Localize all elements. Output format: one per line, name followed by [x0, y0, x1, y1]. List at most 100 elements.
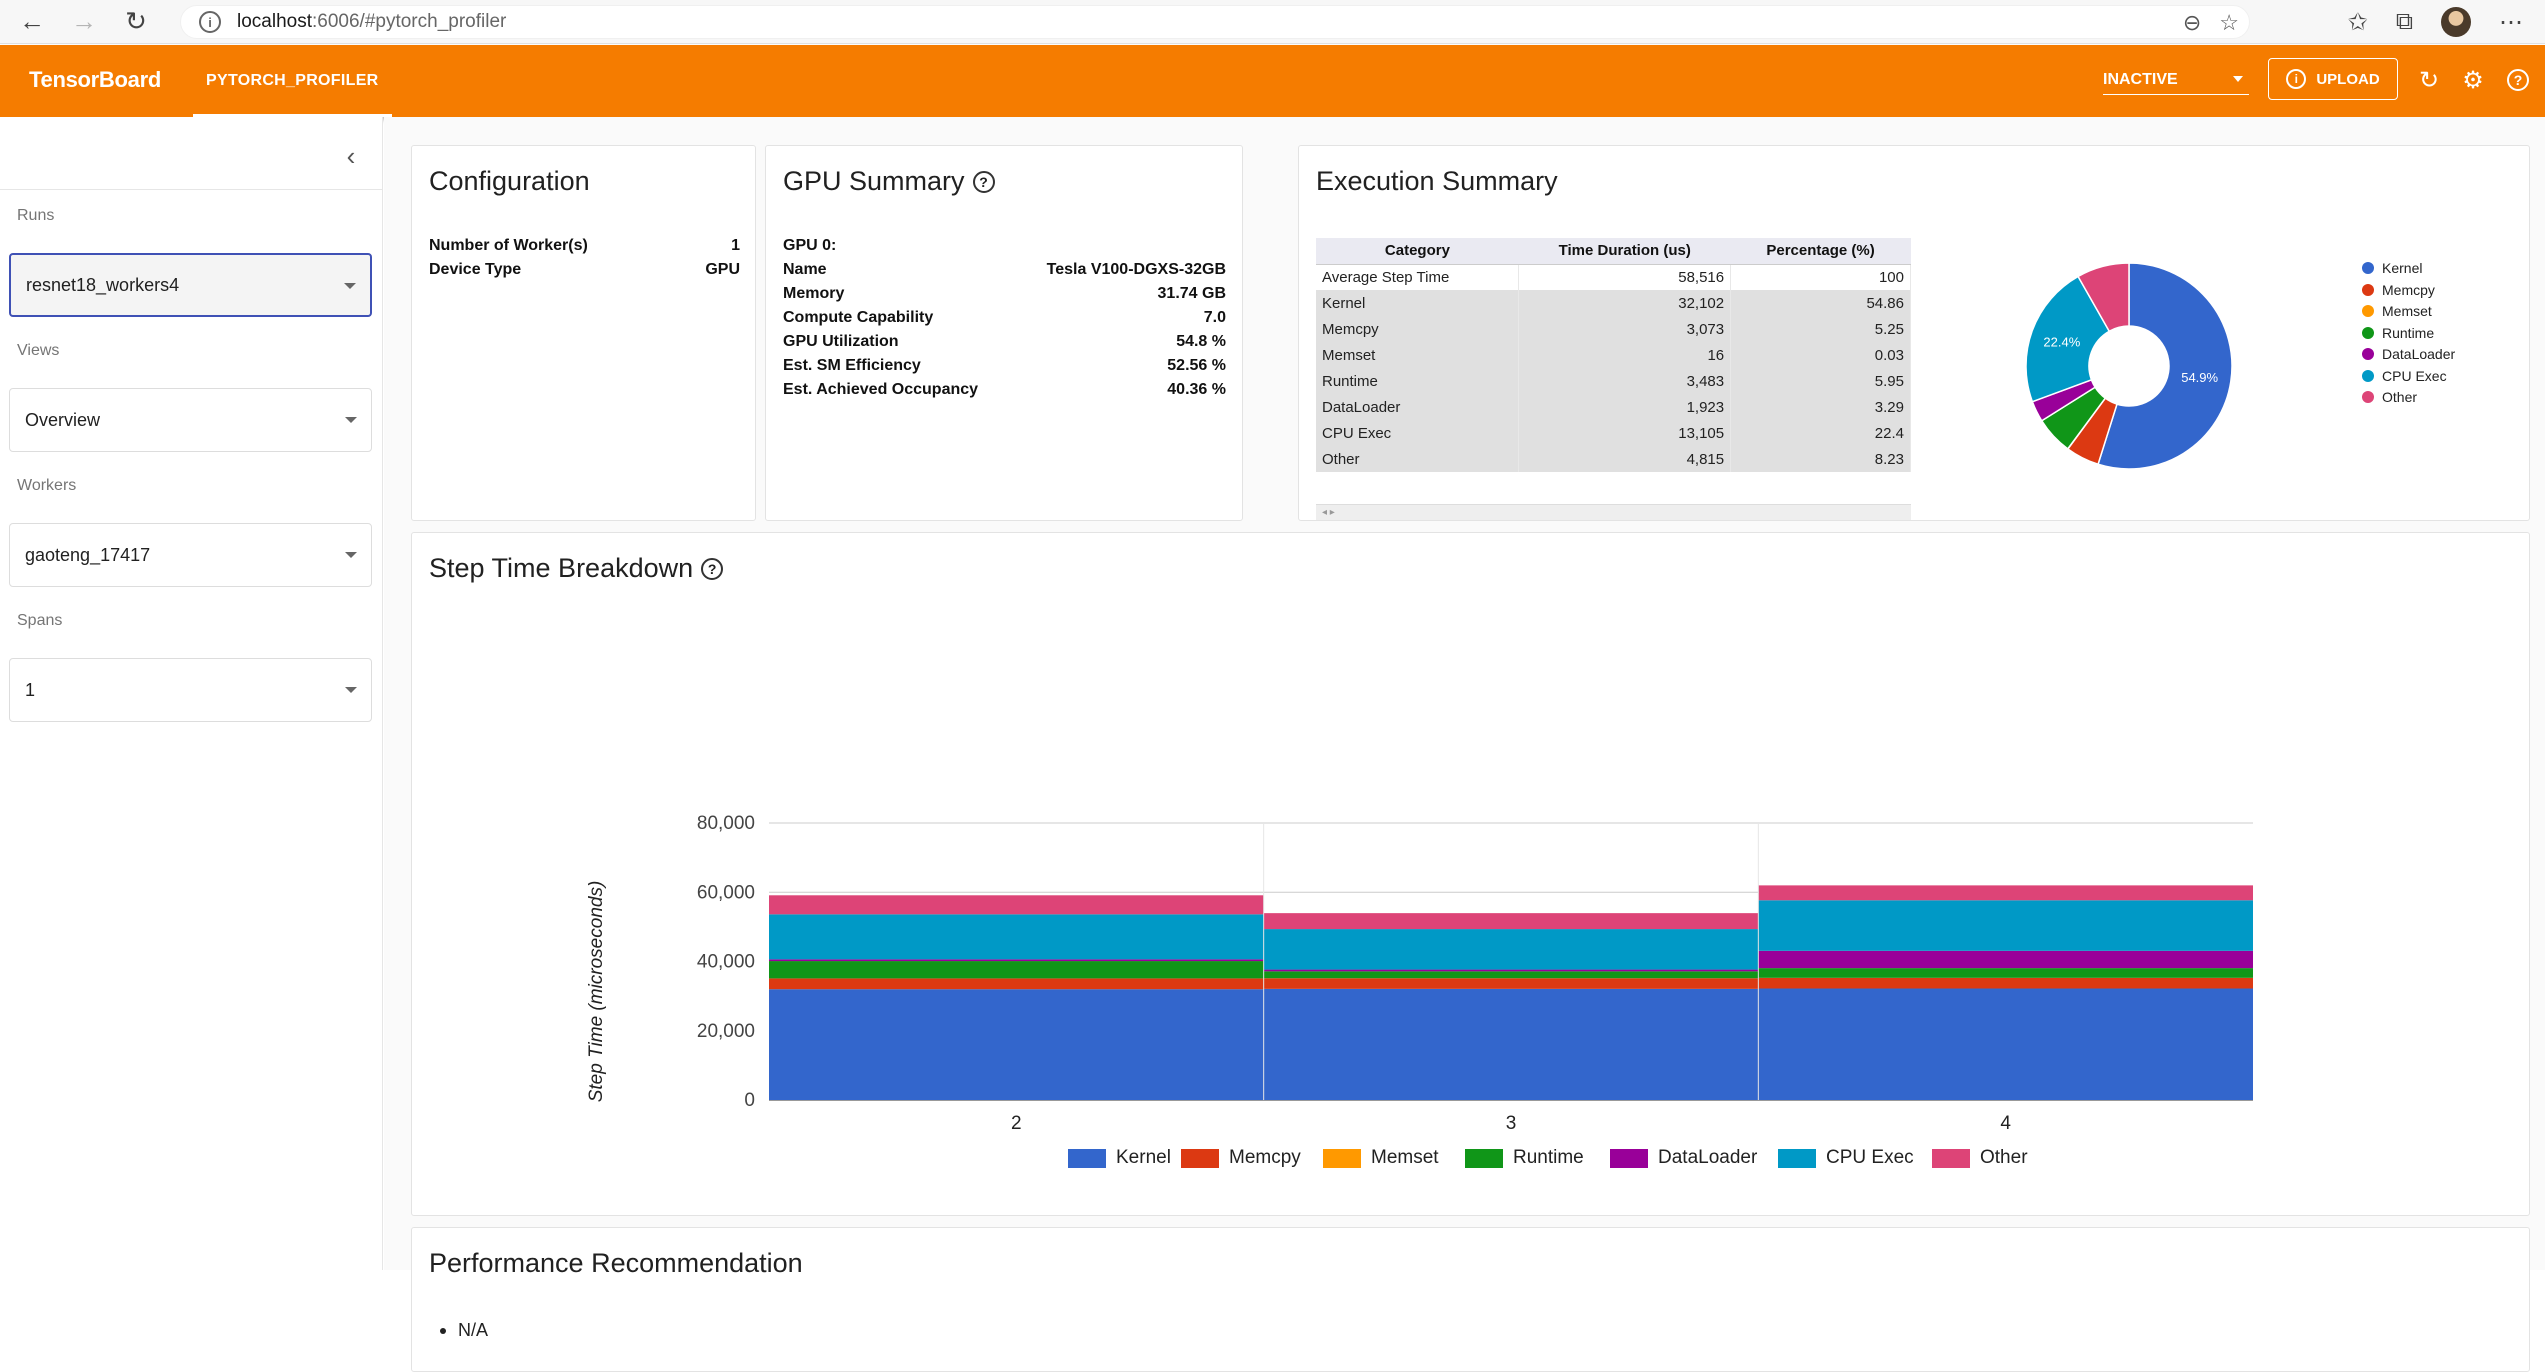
pie-legend-item[interactable]: Memset: [2362, 303, 2432, 319]
workers-select[interactable]: gaoteng_17417: [9, 523, 372, 587]
bar-segment-other[interactable]: [1758, 885, 2253, 900]
bar-segment-runtime[interactable]: [1264, 971, 1759, 978]
site-info-icon[interactable]: i: [199, 11, 221, 33]
table-cell: Memset: [1316, 342, 1519, 368]
forward-arrow-icon[interactable]: →: [64, 2, 104, 42]
bar-segment-dataloader[interactable]: [1264, 970, 1759, 972]
bar-legend-item[interactable]: DataLoader: [1610, 1147, 1757, 1169]
views-select[interactable]: Overview: [9, 388, 372, 452]
table-cell: 5.95: [1731, 368, 1911, 394]
table-scrollbar[interactable]: ◂ ▸: [1316, 504, 1911, 520]
upload-button[interactable]: i UPLOAD: [2268, 58, 2398, 100]
bar-segment-other[interactable]: [769, 895, 1264, 914]
bar-legend-item[interactable]: Memcpy: [1181, 1147, 1301, 1169]
table-cell: 3,483: [1519, 368, 1731, 394]
help-icon[interactable]: ?: [2503, 65, 2533, 95]
gpu-value: 40.36 %: [1167, 381, 1226, 405]
legend-dot-icon: [2362, 327, 2374, 339]
bar-legend-item[interactable]: Memset: [1323, 1147, 1439, 1169]
menu-dots-icon[interactable]: ⋯: [2499, 8, 2523, 37]
recommendation-title: Performance Recommendation: [429, 1248, 803, 1279]
legend-swatch-icon: [1610, 1149, 1648, 1168]
bar-segment-memcpy[interactable]: [769, 978, 1264, 989]
plugin-status-select[interactable]: INACTIVE: [2103, 65, 2249, 95]
runs-label: Runs: [17, 207, 54, 225]
bar-segment-kernel[interactable]: [1264, 989, 1759, 1100]
workers-label: Workers: [17, 477, 76, 495]
pie-legend-item[interactable]: Runtime: [2362, 325, 2434, 341]
tab-pytorch-profiler[interactable]: PYTORCH_PROFILER: [193, 45, 392, 117]
gear-icon[interactable]: ⚙: [2458, 65, 2488, 95]
refresh-icon[interactable]: ↻: [2414, 65, 2444, 95]
pie-legend-label: Other: [2382, 389, 2417, 405]
bar-segment-cpu-exec[interactable]: [1264, 929, 1759, 970]
favorite-add-icon[interactable]: ☆: [2219, 10, 2239, 36]
address-bar[interactable]: i localhost:6006/#pytorch_profiler ⊖ ☆: [180, 5, 2250, 39]
app-header: TensorBoard PYTORCH_PROFILER INACTIVE i …: [0, 45, 2545, 117]
bar-segment-runtime[interactable]: [769, 961, 1264, 978]
bar-legend-item[interactable]: CPU Exec: [1778, 1147, 1914, 1169]
help-icon[interactable]: ?: [973, 171, 995, 193]
y-tick-label: 0: [744, 1090, 755, 1111]
configuration-title: Configuration: [429, 166, 590, 197]
chevron-left-icon[interactable]: ‹: [336, 141, 366, 171]
pie-slice-label: 54.9%: [2181, 370, 2218, 385]
zoom-icon[interactable]: ⊖: [2183, 10, 2201, 36]
legend-dot-icon: [2362, 348, 2374, 360]
collections-icon[interactable]: ⧉: [2396, 8, 2413, 36]
info-icon: i: [2286, 69, 2306, 89]
bar-segment-memcpy[interactable]: [1264, 978, 1759, 989]
pie-legend-label: Memset: [2382, 303, 2432, 319]
chevron-down-icon: [345, 417, 357, 423]
legend-swatch-icon: [1465, 1149, 1503, 1168]
pie-legend-item[interactable]: DataLoader: [2362, 346, 2455, 362]
bar-segment-dataloader[interactable]: [1758, 951, 2253, 968]
bar-segment-memcpy[interactable]: [1758, 978, 2253, 989]
pie-legend-item[interactable]: Kernel: [2362, 260, 2422, 276]
pie-legend-item[interactable]: Memcpy: [2362, 282, 2435, 298]
list-item: N/A: [440, 1320, 488, 1341]
bar-segment-cpu-exec[interactable]: [1758, 900, 2253, 951]
favorites-icon[interactable]: ✩: [2348, 8, 2368, 37]
table-cell: 100: [1731, 264, 1911, 290]
legend-dot-icon: [2362, 305, 2374, 317]
table-header-cell[interactable]: Category: [1316, 238, 1519, 264]
gpu-label: GPU 0:: [783, 237, 836, 255]
bar-segment-runtime[interactable]: [1758, 968, 2253, 978]
pie-legend-item[interactable]: CPU Exec: [2362, 368, 2447, 384]
table-cell: 54.86: [1731, 290, 1911, 316]
bar-legend-item[interactable]: Kernel: [1068, 1147, 1171, 1169]
bar-segment-cpu-exec[interactable]: [769, 914, 1264, 959]
sidebar-divider: [0, 189, 383, 190]
bar-legend-item[interactable]: Runtime: [1465, 1147, 1584, 1169]
profile-avatar[interactable]: [2441, 7, 2471, 37]
reload-icon[interactable]: ↻: [116, 2, 156, 42]
back-arrow-icon[interactable]: ←: [12, 2, 52, 42]
bar-segment-other[interactable]: [1264, 913, 1759, 929]
brand-title: TensorBoard: [29, 67, 161, 93]
runs-select[interactable]: resnet18_workers4: [9, 253, 372, 317]
spans-select[interactable]: 1: [9, 658, 372, 722]
execution-pie-chart: 54.9%22.4%: [2009, 246, 2249, 486]
runs-value: resnet18_workers4: [26, 275, 179, 296]
table-header-row: Category Time Duration (us) Percentage (…: [1316, 238, 1911, 264]
bar-legend-item[interactable]: Other: [1932, 1147, 2028, 1169]
bar-legend-label: DataLoader: [1658, 1147, 1757, 1169]
bar-segment-kernel[interactable]: [1758, 989, 2253, 1100]
table-header-cell[interactable]: Time Duration (us): [1519, 238, 1731, 264]
bar-segment-dataloader[interactable]: [769, 959, 1264, 961]
table-header-cell[interactable]: Percentage (%): [1731, 238, 1911, 264]
bar-segment-kernel[interactable]: [769, 989, 1264, 1100]
pie-legend-item[interactable]: Other: [2362, 389, 2417, 405]
